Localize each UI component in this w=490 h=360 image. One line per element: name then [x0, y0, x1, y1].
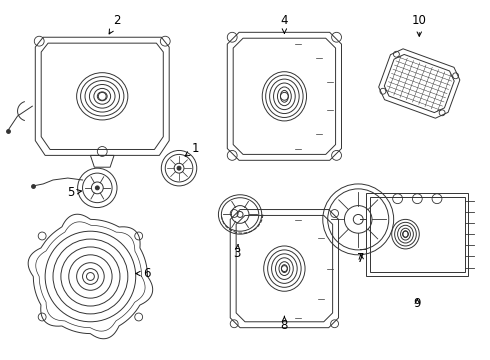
Circle shape — [177, 166, 181, 170]
Text: 7: 7 — [357, 252, 365, 265]
Text: 10: 10 — [412, 14, 427, 36]
Text: 9: 9 — [414, 297, 421, 310]
Text: 2: 2 — [109, 14, 121, 34]
Bar — [366, 193, 468, 275]
Text: 6: 6 — [136, 267, 150, 280]
Text: 5: 5 — [67, 186, 81, 199]
Text: 4: 4 — [281, 14, 288, 33]
Text: 3: 3 — [233, 244, 241, 260]
Text: 8: 8 — [281, 316, 288, 332]
Bar — [370, 197, 465, 271]
Circle shape — [96, 186, 99, 190]
Text: 1: 1 — [185, 142, 199, 156]
